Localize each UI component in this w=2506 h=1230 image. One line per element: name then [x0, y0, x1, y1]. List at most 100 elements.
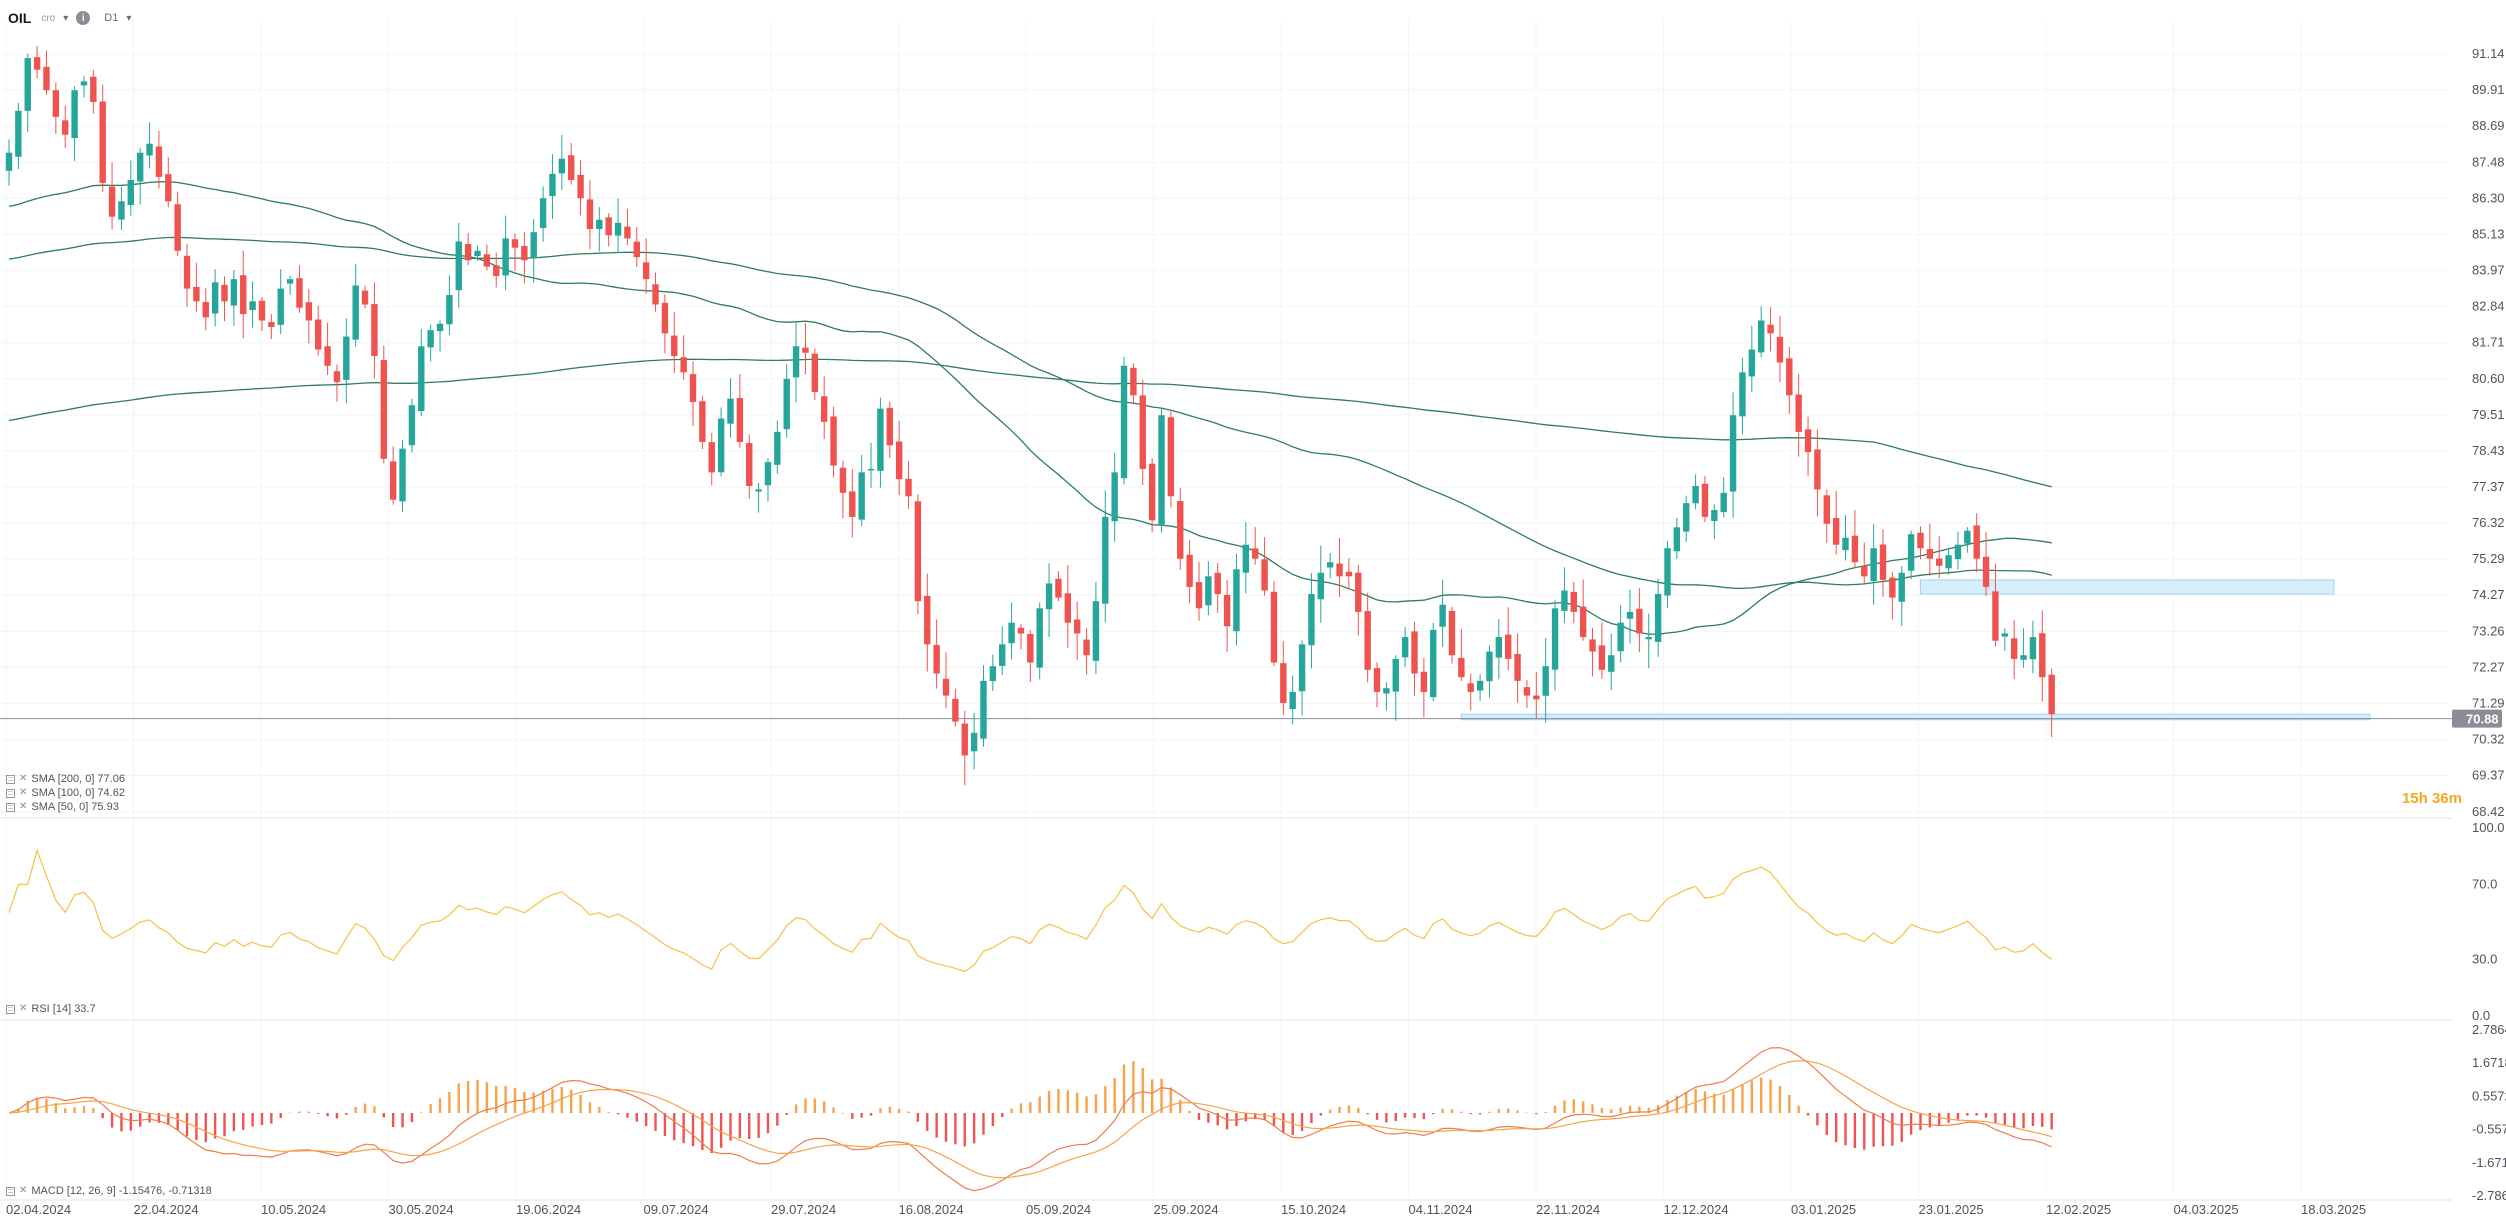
candle — [1252, 527, 1259, 565]
candle — [1551, 600, 1559, 691]
rsi-axis[interactable]: 100.0 70.0 30.0 0.0 — [2472, 820, 2505, 1023]
candle — [1308, 573, 1315, 669]
candle — [1411, 621, 1418, 696]
candle-body — [708, 442, 715, 473]
candle — [1317, 545, 1324, 623]
date-axis[interactable]: 02.04.2024 22.04.2024 10.05.2024 30.05.2024… — [6, 1202, 2366, 1217]
legend-sma50[interactable]: ✕ SMA [50, 0] 75.93 — [6, 800, 125, 814]
date-tick-label: 10.05.2024 — [261, 1202, 326, 1217]
candle-body — [165, 174, 172, 202]
candle — [1945, 548, 1952, 575]
candle — [699, 395, 706, 450]
price-tick-label: 91.14 — [2472, 46, 2505, 61]
candle — [2020, 628, 2027, 668]
chevron-down-icon[interactable]: ▾ — [126, 12, 132, 24]
candle — [1645, 613, 1652, 669]
macd-tick-label: 2.78643 — [2472, 1022, 2506, 1037]
candle-body — [1917, 532, 1924, 549]
candle — [1223, 579, 1231, 652]
legend-rsi[interactable]: ✕ RSI [14] 33.7 — [6, 1002, 96, 1016]
close-icon[interactable]: ✕ — [19, 801, 28, 812]
close-icon[interactable]: ✕ — [19, 1003, 28, 1014]
countdown-minutes: 36m — [2431, 790, 2462, 807]
candle — [1654, 578, 1662, 657]
candle — [614, 198, 622, 254]
legend-macd[interactable]: ✕ MACD [12, 26, 9] -1.15476, -0.71318 — [6, 1184, 212, 1198]
candle-body — [1411, 631, 1418, 674]
legend-sma200[interactable]: ✕ SMA [200, 0] 77.06 — [6, 772, 125, 786]
candle — [1326, 553, 1334, 579]
candle-body — [511, 239, 519, 248]
date-tick-label: 30.05.2024 — [389, 1202, 454, 1217]
candle-body — [211, 282, 219, 314]
macd-axis[interactable]: 2.78643 1.67186 0.55729 -0.55729 -1.67186 -2.… — [2472, 1022, 2506, 1203]
candle — [980, 665, 987, 747]
candle-body — [558, 158, 566, 174]
candle — [1992, 563, 1999, 647]
interval-selector[interactable]: D1 — [104, 12, 119, 24]
candle — [118, 186, 125, 230]
candle — [1486, 645, 1493, 698]
candle — [839, 460, 847, 519]
candle-body — [633, 241, 640, 258]
close-icon[interactable]: ✕ — [19, 1185, 28, 1196]
candle-body — [1270, 591, 1278, 663]
candle — [1636, 588, 1643, 653]
candle-body — [1420, 671, 1428, 692]
settings-icon[interactable] — [6, 788, 15, 798]
candle — [1870, 524, 1877, 605]
symbol-name[interactable]: OIL — [8, 10, 32, 26]
candle — [399, 439, 406, 512]
settings-icon[interactable] — [6, 1186, 15, 1196]
candle — [1214, 563, 1221, 613]
candle-body — [1664, 548, 1671, 596]
candle — [970, 713, 978, 770]
candle-body — [1748, 349, 1756, 377]
price-axis[interactable]: 91.14 89.91 88.69 87.48 86.30 85.13 83.97 82.84… — [2452, 46, 2505, 819]
info-icon[interactable]: i — [76, 11, 91, 25]
candle — [1458, 628, 1465, 682]
macd-tick-label: -2.78643 — [2472, 1188, 2506, 1203]
candle-body — [1701, 483, 1709, 517]
candle — [136, 148, 144, 205]
candle — [933, 619, 940, 689]
candle — [258, 296, 266, 332]
settings-icon[interactable] — [6, 802, 15, 812]
candle-body — [43, 66, 50, 91]
candle-body — [867, 468, 875, 471]
candle-body — [1814, 449, 1821, 490]
price-tick-label: 83.97 — [2472, 263, 2505, 278]
candle-body — [858, 472, 865, 520]
candle-body — [839, 467, 847, 493]
candle-body — [24, 58, 31, 111]
date-tick-label: 12.12.2024 — [1664, 1202, 1729, 1217]
price-tick-label: 78.43 — [2472, 443, 2505, 458]
candle-body — [240, 275, 247, 315]
candle — [333, 364, 341, 402]
legend-sma100[interactable]: ✕ SMA [100, 0] 74.62 — [6, 786, 125, 800]
candle-body — [1055, 578, 1062, 598]
candle — [343, 318, 350, 404]
candle — [418, 328, 425, 417]
settings-icon[interactable] — [6, 1004, 15, 1014]
candle — [1729, 392, 1737, 519]
candle — [2001, 628, 2009, 651]
price-tick-label: 82.84 — [2472, 298, 2505, 313]
candle-body — [1214, 572, 1221, 595]
candle-body — [464, 244, 472, 261]
price-tick-label: 88.69 — [2472, 118, 2505, 133]
candle-body — [1486, 651, 1493, 682]
candle-body — [1673, 527, 1681, 552]
settings-icon[interactable] — [6, 774, 15, 784]
candle — [1280, 641, 1287, 716]
close-icon[interactable]: ✕ — [19, 773, 28, 784]
candle-body — [1298, 644, 1306, 692]
candle — [24, 53, 31, 133]
close-icon[interactable]: ✕ — [19, 787, 28, 798]
candle — [1767, 307, 1774, 352]
rsi-tick-label: 100.0 — [2472, 820, 2505, 835]
chevron-down-icon[interactable]: ▾ — [63, 12, 69, 24]
candle-body — [1120, 365, 1128, 479]
